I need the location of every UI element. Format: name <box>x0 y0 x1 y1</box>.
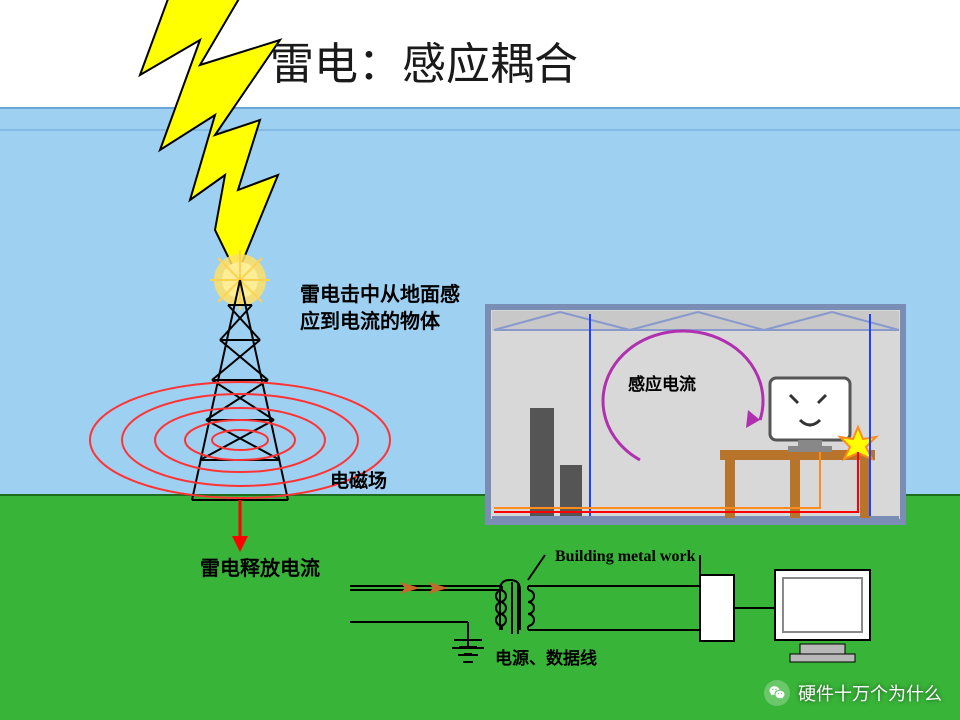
watermark-text: 硬件十万个为什么 <box>798 680 942 706</box>
building-metal-label: Building metal work <box>555 548 695 566</box>
computer-icon <box>770 378 850 452</box>
em-field-label: 电磁场 <box>330 466 387 493</box>
wechat-icon <box>764 680 790 706</box>
page-title: 雷电：感应耦合 <box>270 28 578 92</box>
discharge-label: 雷电释放电流 <box>200 552 320 581</box>
induced-current-label: 感应电流 <box>628 370 696 395</box>
tower-caption: 雷电击中从地面感应到电流的物体 <box>300 282 470 336</box>
bg-sky-strip <box>0 108 960 130</box>
watermark: 硬件十万个为什么 <box>764 680 942 706</box>
building <box>488 307 903 522</box>
power-line-label: 电源、数据线 <box>495 644 597 669</box>
cabinet-tall <box>530 408 554 516</box>
main-canvas <box>0 0 960 720</box>
